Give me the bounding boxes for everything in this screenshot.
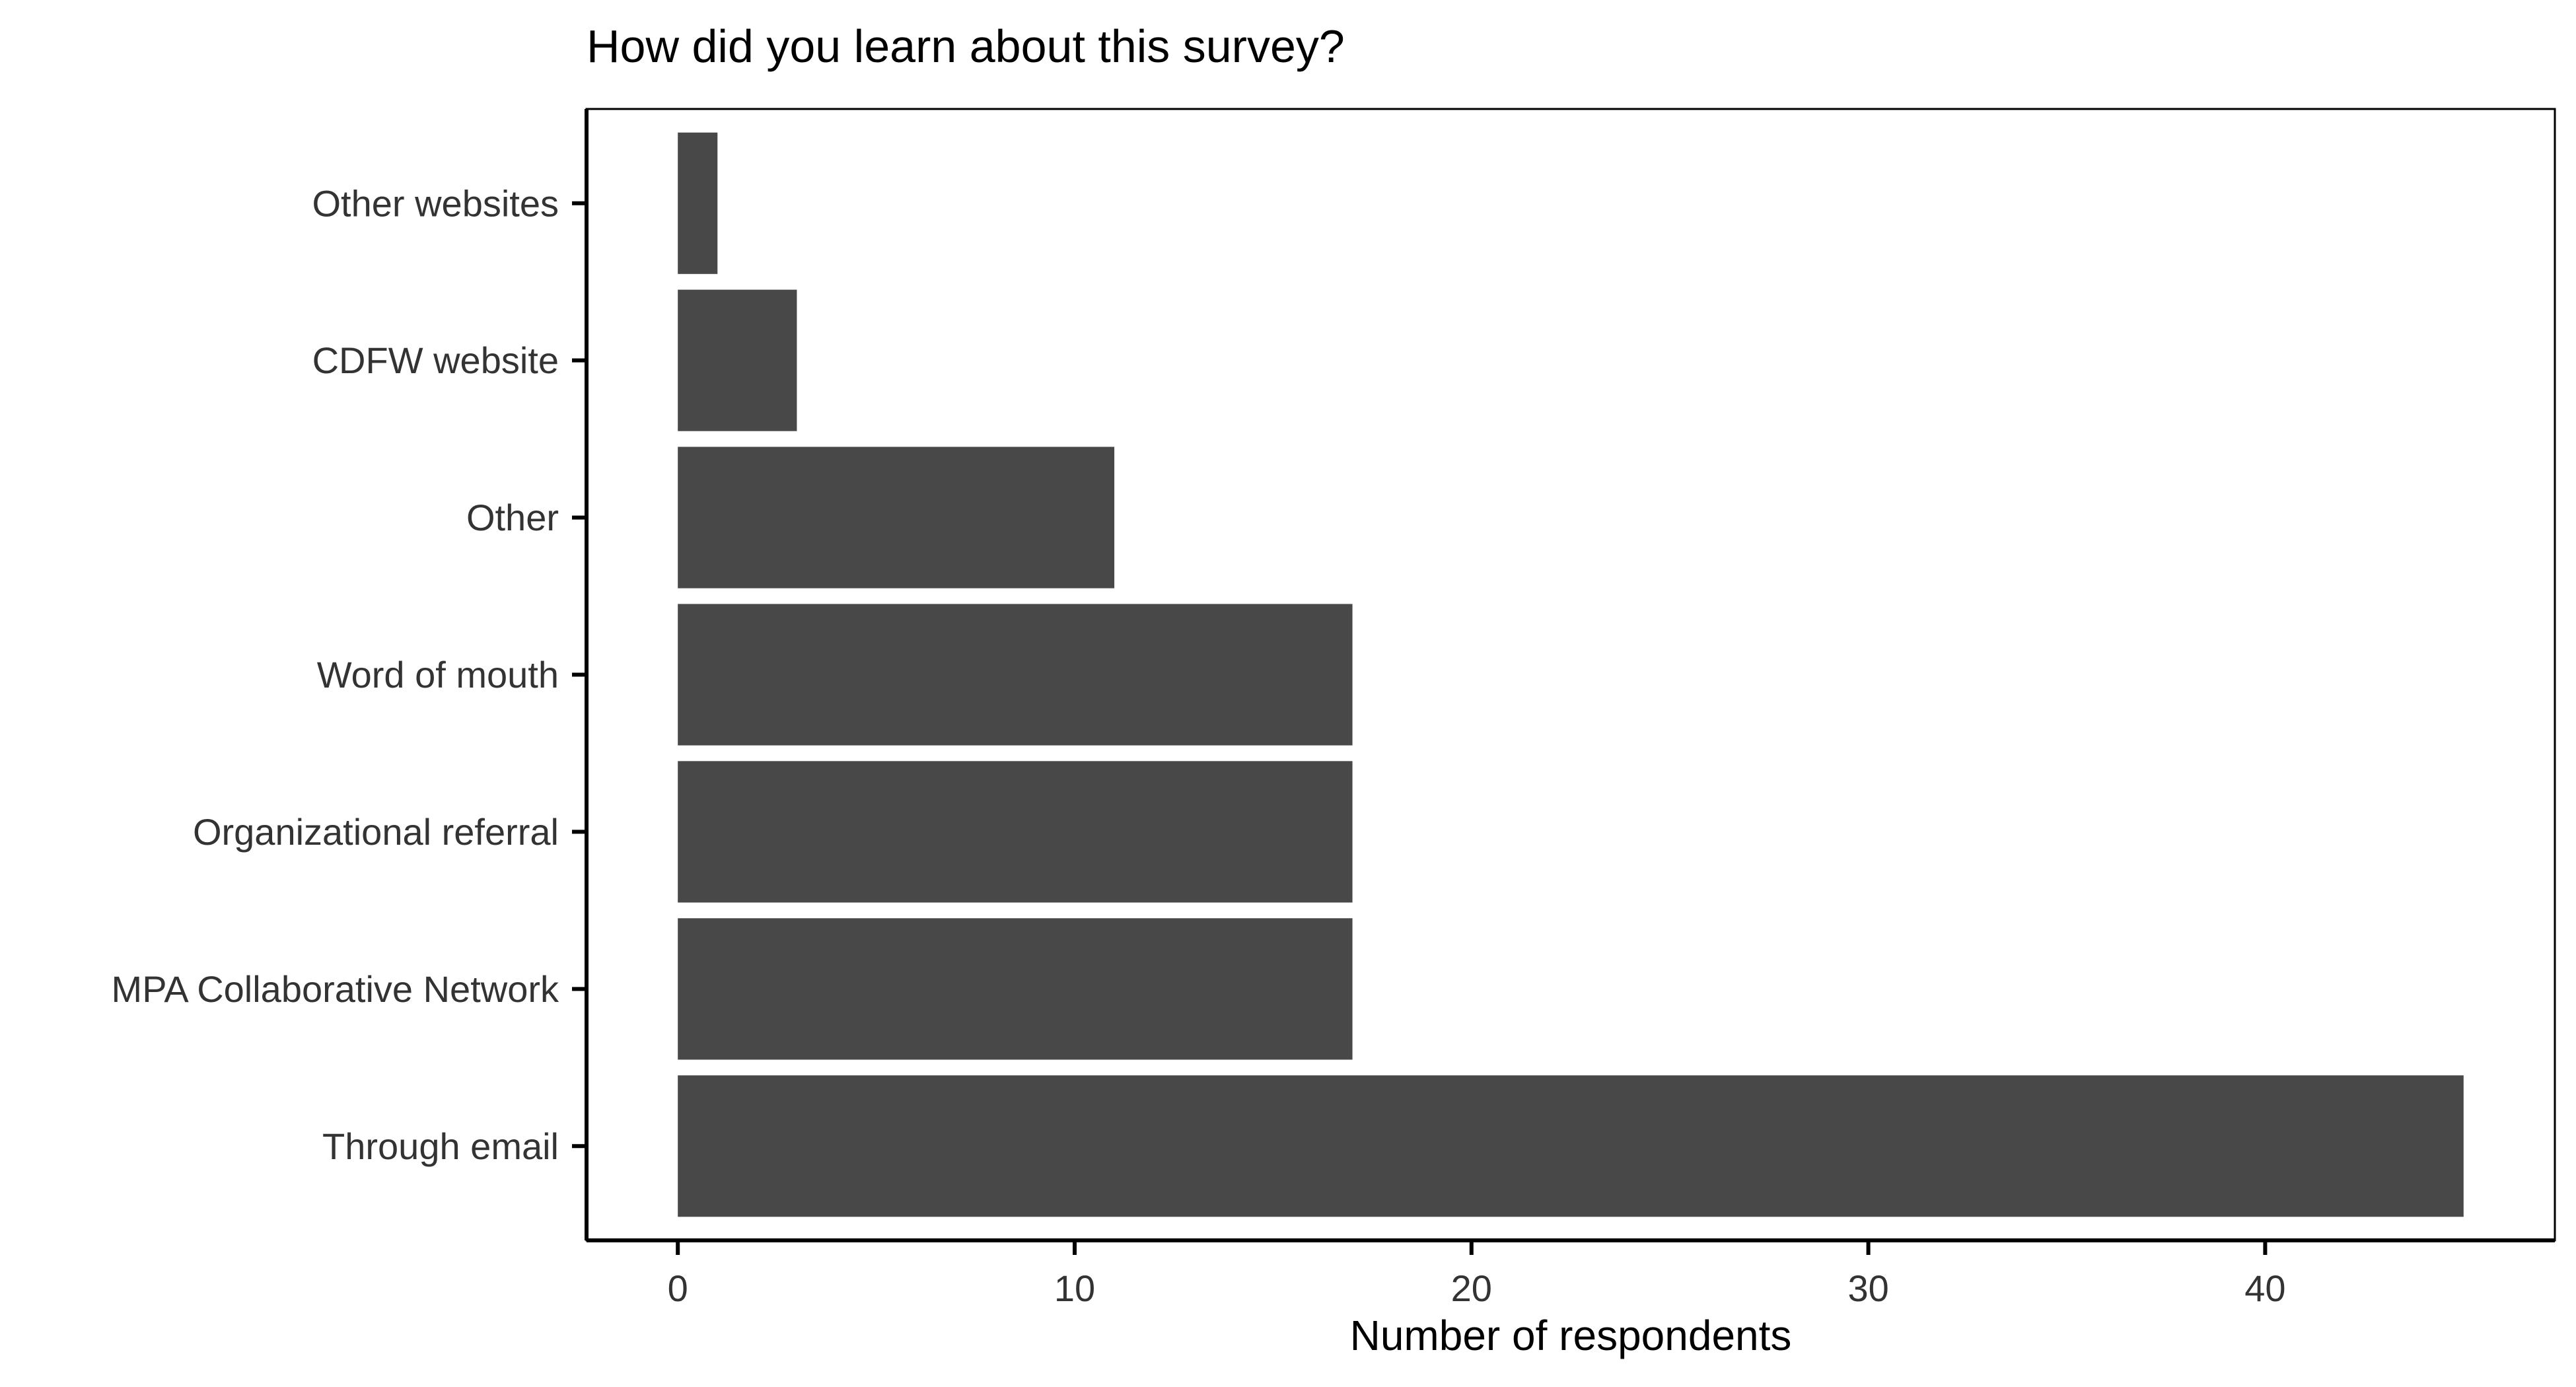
y-tick-label: Through email xyxy=(322,1125,559,1167)
bar-other-websites xyxy=(678,132,718,274)
y-tick-label: Organizational referral xyxy=(193,811,559,853)
bar-other xyxy=(678,446,1115,588)
chart-title: How did you learn about this survey? xyxy=(587,20,1345,72)
bar-mpa-collaborative-network xyxy=(678,918,1353,1060)
x-tick-label: 30 xyxy=(1847,1267,1888,1309)
bars xyxy=(678,132,2464,1217)
y-tick-label: Other websites xyxy=(312,182,559,224)
x-tick-label: 0 xyxy=(668,1267,688,1309)
y-axis: Through email MPA Collaborative Network Or… xyxy=(112,182,587,1167)
x-tick-label: 20 xyxy=(1451,1267,1492,1309)
y-tick-label: CDFW website xyxy=(312,339,559,381)
x-tick-label: 10 xyxy=(1054,1267,1095,1309)
bar-organizational-referral xyxy=(678,761,1353,903)
bar-cdfw-website xyxy=(678,289,797,431)
bar-through-email xyxy=(678,1075,2464,1217)
y-tick-label: MPA Collaborative Network xyxy=(112,968,559,1010)
bar-word-of-mouth xyxy=(678,604,1353,746)
y-tick-label: Other xyxy=(466,497,559,538)
y-tick-label: Word of mouth xyxy=(317,654,559,695)
x-axis-title: Number of respondents xyxy=(1350,1312,1792,1359)
x-axis: 0 10 20 30 40 xyxy=(668,1240,2286,1309)
x-tick-label: 40 xyxy=(2244,1267,2285,1309)
